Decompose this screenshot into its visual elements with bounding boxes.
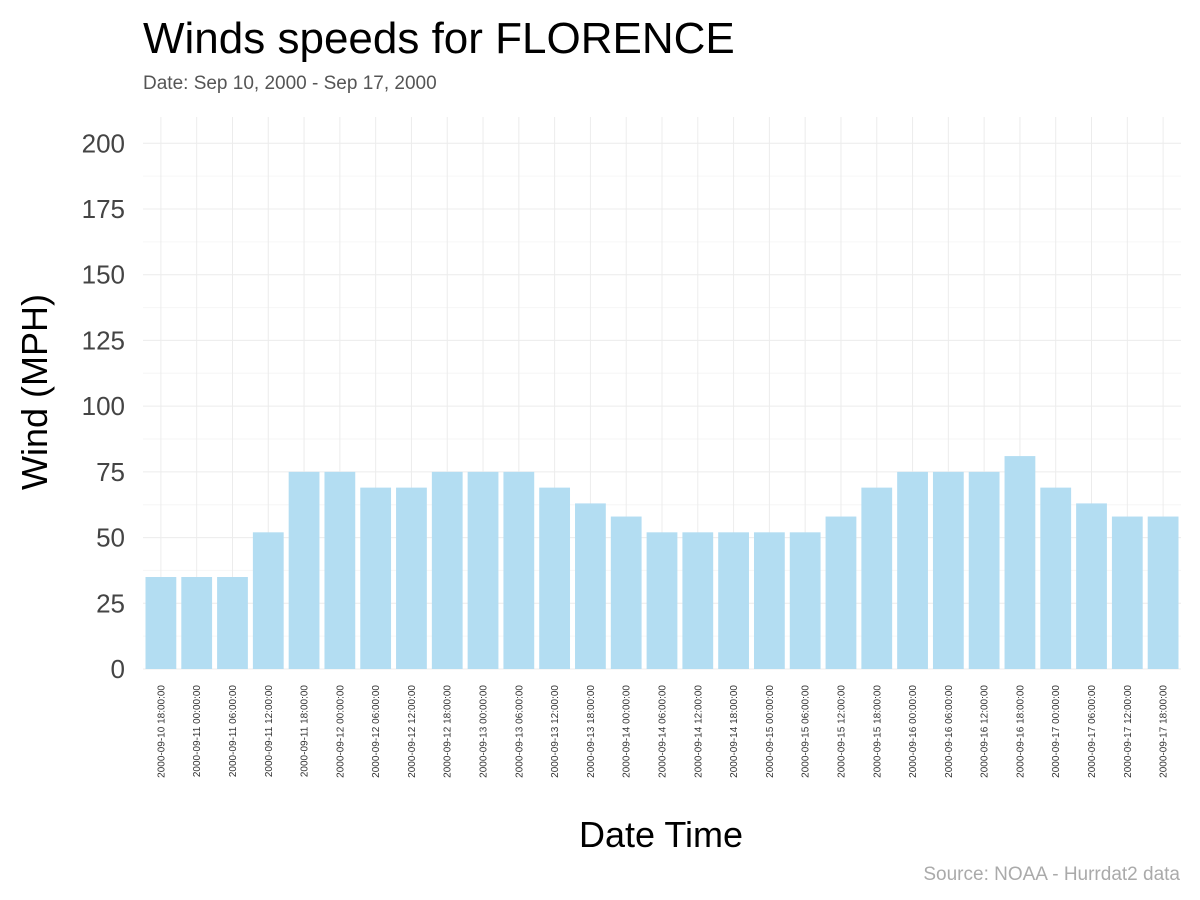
- x-tick-label: 2000-09-16 12:00:00: [980, 685, 991, 778]
- x-tick-label: 2000-09-15 18:00:00: [872, 685, 883, 778]
- x-tick-label: 2000-09-17 06:00:00: [1087, 685, 1098, 778]
- y-tick-label: 125: [82, 325, 125, 355]
- bar: [789, 532, 821, 669]
- y-tick-label: 0: [111, 654, 125, 684]
- x-tick-label: 2000-09-11 06:00:00: [228, 685, 239, 778]
- bar: [467, 471, 499, 669]
- x-tick-label: 2000-09-14 12:00:00: [693, 685, 704, 778]
- x-axis-title: Date Time: [579, 814, 743, 855]
- x-tick-label: 2000-09-17 00:00:00: [1051, 685, 1062, 778]
- bar: [1040, 487, 1072, 669]
- bar: [539, 487, 571, 669]
- x-tick-label: 2000-09-16 00:00:00: [908, 685, 919, 778]
- x-tick-label: 2000-09-13 12:00:00: [550, 685, 561, 778]
- x-tick-label: 2000-09-12 12:00:00: [407, 685, 418, 778]
- x-tick-label: 2000-09-12 18:00:00: [443, 685, 454, 778]
- x-tick-label: 2000-09-11 18:00:00: [300, 685, 311, 778]
- bar: [682, 532, 714, 669]
- x-tick-label: 2000-09-16 18:00:00: [1015, 685, 1026, 778]
- bar: [217, 577, 248, 669]
- bar: [753, 532, 785, 669]
- x-tick-label: 2000-09-17 18:00:00: [1159, 685, 1170, 778]
- x-tick-label: 2000-09-13 18:00:00: [586, 685, 597, 778]
- x-axis-ticks: 2000-09-10 18:00:00 2000-09-11 00:00:00 20…: [156, 685, 1169, 778]
- bar: [1004, 456, 1036, 669]
- bar: [431, 471, 463, 669]
- y-tick-label: 50: [96, 523, 125, 553]
- y-tick-label: 100: [82, 391, 125, 421]
- y-tick-label: 200: [82, 128, 125, 158]
- bar: [360, 487, 392, 669]
- chart-subtitle: Date: Sep 10, 2000 - Sep 17, 2000: [143, 73, 437, 94]
- source-caption: Source: NOAA - Hurrdat2 data: [923, 864, 1180, 885]
- bar: [825, 516, 857, 669]
- y-axis-ticks: 0 25 50 75 100 125 150 175 200: [82, 128, 125, 684]
- bar: [1076, 503, 1107, 669]
- x-tick-label: 2000-09-12 00:00:00: [335, 685, 346, 778]
- x-tick-label: 2000-09-16 06:00:00: [944, 685, 955, 778]
- y-tick-label: 25: [96, 588, 125, 618]
- bar: [932, 471, 964, 669]
- x-tick-label: 2000-09-11 12:00:00: [264, 685, 275, 778]
- bar: [610, 516, 642, 669]
- bar: [575, 503, 606, 669]
- bar: [503, 471, 535, 669]
- bar: [968, 471, 1000, 669]
- x-tick-label: 2000-09-12 06:00:00: [371, 685, 382, 778]
- bars: [145, 456, 1179, 669]
- bar: [1111, 516, 1143, 669]
- x-tick-label: 2000-09-14 18:00:00: [729, 685, 740, 778]
- x-tick-label: 2000-09-15 12:00:00: [836, 685, 847, 778]
- x-tick-label: 2000-09-15 00:00:00: [765, 685, 776, 778]
- bar: [646, 532, 678, 669]
- bar: [1147, 516, 1179, 669]
- y-axis-title: Wind (MPH): [14, 294, 55, 490]
- bar: [897, 471, 928, 669]
- x-tick-label: 2000-09-17 12:00:00: [1123, 685, 1134, 778]
- y-tick-label: 75: [96, 457, 125, 487]
- bar: [288, 471, 320, 669]
- bar: [396, 487, 427, 669]
- chart-title: Winds speeds for FLORENCE: [143, 14, 735, 63]
- y-tick-label: 175: [82, 194, 125, 224]
- y-tick-label: 150: [82, 260, 125, 290]
- x-tick-label: 2000-09-13 00:00:00: [479, 685, 490, 778]
- x-tick-label: 2000-09-10 18:00:00: [156, 685, 167, 778]
- x-tick-label: 2000-09-14 06:00:00: [658, 685, 669, 778]
- x-tick-label: 2000-09-11 00:00:00: [192, 685, 203, 778]
- bar: [861, 487, 893, 669]
- x-tick-label: 2000-09-13 06:00:00: [514, 685, 525, 778]
- bar: [252, 532, 284, 669]
- x-tick-label: 2000-09-14 00:00:00: [622, 685, 633, 778]
- x-tick-label: 2000-09-15 06:00:00: [801, 685, 812, 778]
- bar: [718, 532, 749, 669]
- bar: [324, 471, 356, 669]
- bar: [145, 577, 177, 669]
- bar: [181, 577, 213, 669]
